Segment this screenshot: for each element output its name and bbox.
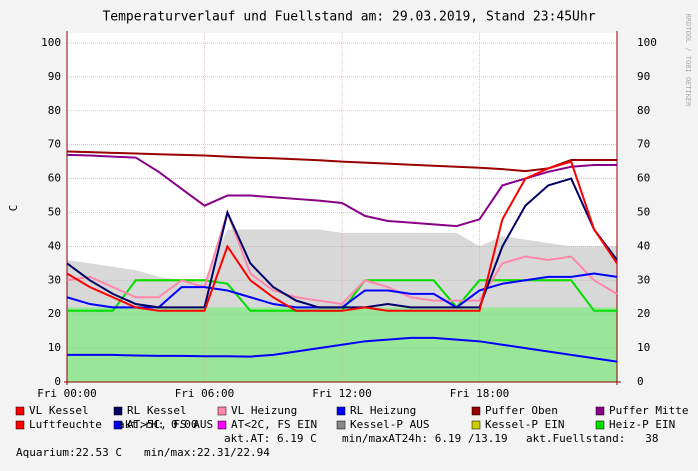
legend-swatch bbox=[113, 406, 123, 416]
y-tick-label: 0 bbox=[54, 375, 61, 388]
legend-swatch bbox=[217, 420, 227, 430]
legend-label: Kessel-P AUS bbox=[350, 418, 429, 431]
y2-tick-label: 50 bbox=[637, 206, 650, 219]
legend-swatch bbox=[217, 406, 227, 416]
legend-swatch bbox=[336, 406, 346, 416]
y2-tick-label: 100 bbox=[637, 36, 657, 49]
status-text: min/maxAT24h: 6.19 /13.19 bbox=[342, 432, 508, 445]
status-text: akt.Fuellstand: 38 bbox=[526, 432, 658, 445]
y2-tick-label: 40 bbox=[637, 239, 650, 252]
x-tick-label: Fri 00:00 bbox=[37, 387, 97, 400]
x-tick-label: Fri 18:00 bbox=[450, 387, 510, 400]
legend-label: RL Heizung bbox=[350, 404, 416, 417]
y2-tick-label: 60 bbox=[637, 172, 650, 185]
y-tick-label: 100 bbox=[41, 36, 61, 49]
legend-label: Luftfeuchte bbox=[29, 418, 102, 431]
legend-swatch bbox=[471, 420, 481, 430]
legend-label: VL Heizung bbox=[231, 404, 297, 417]
y2-tick-label: 0 bbox=[637, 375, 644, 388]
legend-swatch bbox=[15, 406, 25, 416]
y-tick-label: 20 bbox=[48, 307, 61, 320]
y-tick-label: 30 bbox=[48, 273, 61, 286]
y2-tick-label: 30 bbox=[637, 273, 650, 286]
line bbox=[66, 150, 617, 173]
y2-tick-label: 20 bbox=[637, 307, 650, 320]
y2-tick-label: 70 bbox=[637, 138, 650, 151]
y-tick-label: 90 bbox=[48, 70, 61, 83]
line bbox=[66, 209, 618, 306]
y-axis-label: C bbox=[7, 205, 20, 212]
legend-label: Puffer Oben bbox=[485, 404, 558, 417]
legend-swatch bbox=[336, 420, 346, 430]
legend-label: RL Kessel bbox=[127, 404, 187, 417]
legend-label: VL Kessel bbox=[29, 404, 89, 417]
legend-label: AT<2C, FS EIN bbox=[231, 418, 317, 431]
status-text: akt.rH: 0.00 bbox=[118, 418, 197, 431]
y2-tick-label: 10 bbox=[637, 341, 650, 354]
y-tick-label: 70 bbox=[48, 138, 61, 151]
status-text: akt.AT: 6.19 C bbox=[224, 432, 317, 445]
legend-label: AT>5C, FS AUS bbox=[127, 418, 213, 431]
x-tick-label: Fri 06:00 bbox=[175, 387, 235, 400]
x-tick-label: Fri 12:00 bbox=[312, 387, 372, 400]
legend-swatch bbox=[113, 420, 123, 430]
legend-label: Puffer Mitte bbox=[609, 404, 688, 417]
status-text: min/max:22.31/22.94 bbox=[144, 446, 270, 459]
legend-swatch bbox=[471, 406, 481, 416]
y-tick-label: 60 bbox=[48, 172, 61, 185]
line bbox=[66, 160, 618, 312]
y-tick-label: 50 bbox=[48, 206, 61, 219]
legend-swatch bbox=[15, 420, 25, 430]
y-tick-label: 80 bbox=[48, 104, 61, 117]
y-tick-label: 40 bbox=[48, 239, 61, 252]
y-tick-label: 10 bbox=[48, 341, 61, 354]
line bbox=[67, 336, 618, 363]
status-text: Aquarium:22.53 C bbox=[16, 446, 122, 459]
y2-tick-label: 90 bbox=[637, 70, 650, 83]
legend-label: Heiz-P EIN bbox=[609, 418, 675, 431]
side-note: RRDTOOL / TOBI OETIKER bbox=[684, 14, 692, 108]
legend-label: Kessel-P EIN bbox=[485, 418, 564, 431]
chart-title: Temperaturverlauf und Fuellstand am: 29.… bbox=[102, 10, 595, 25]
y2-tick-label: 80 bbox=[637, 104, 650, 117]
legend-swatch bbox=[595, 420, 605, 430]
line bbox=[66, 177, 618, 309]
legend-swatch bbox=[595, 406, 605, 416]
